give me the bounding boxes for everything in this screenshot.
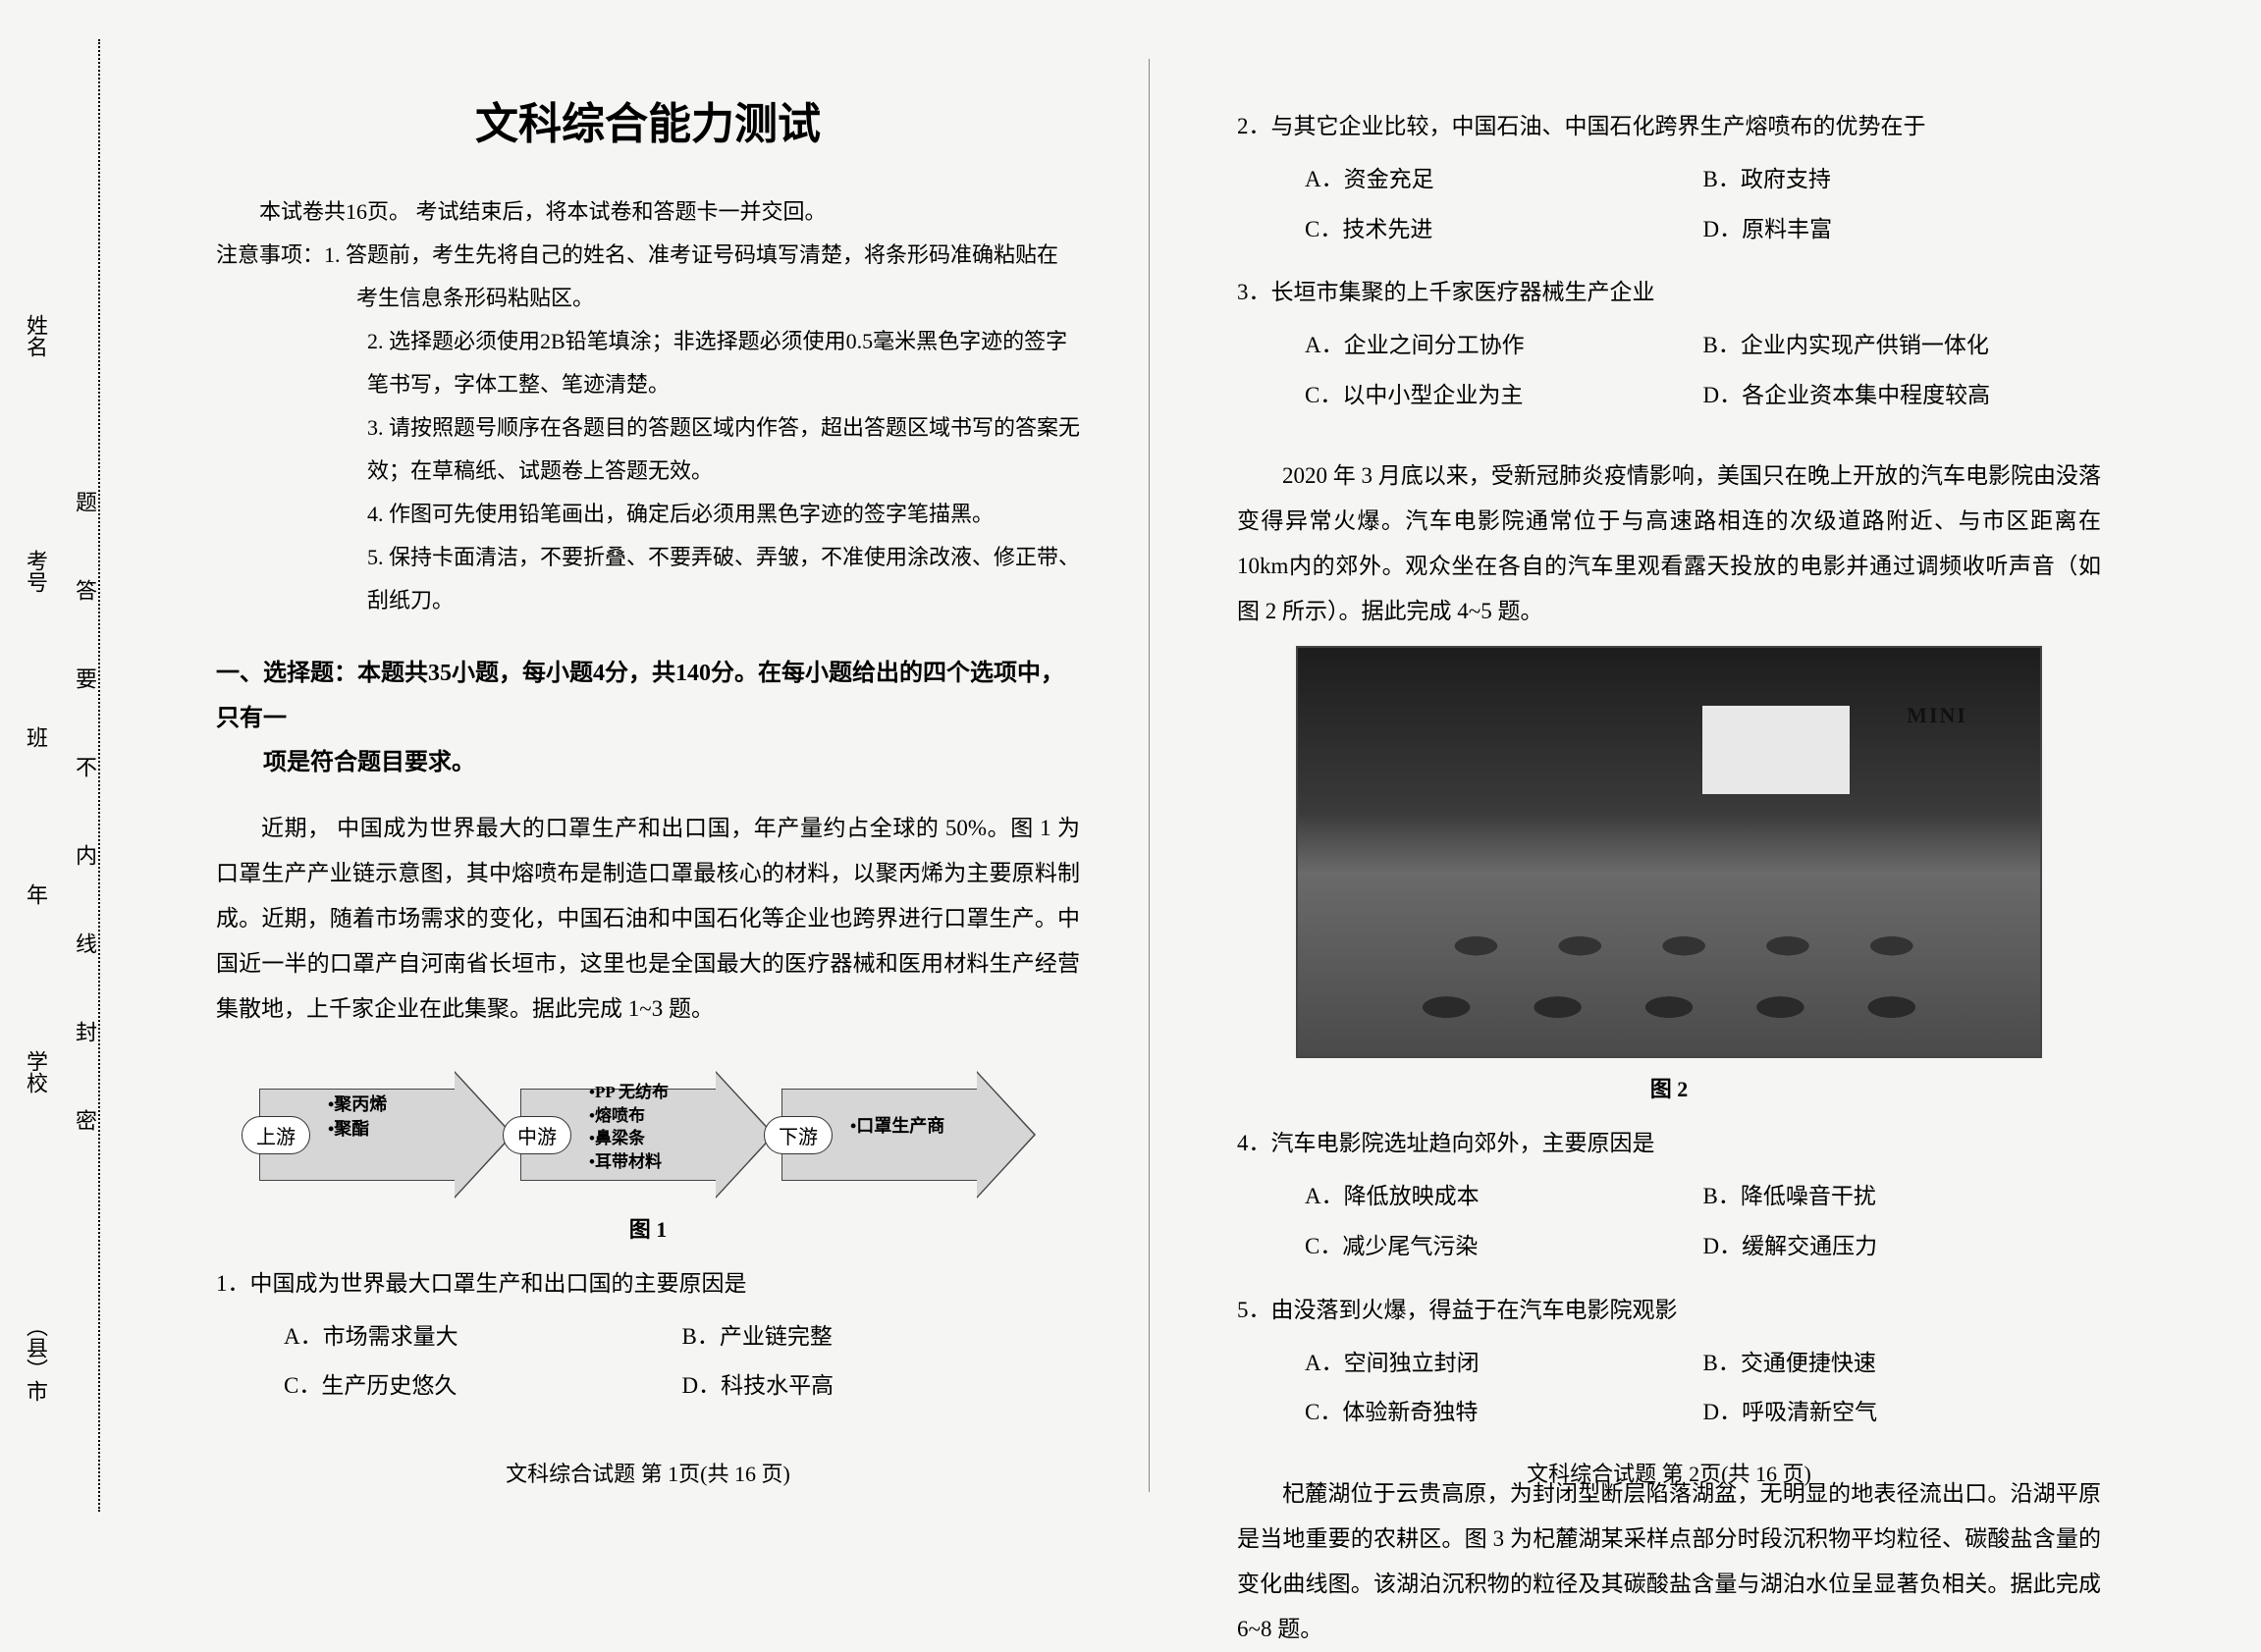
question-2-stem: 2．与其它企业比较，中国石油、中国石化跨界生产熔喷布的优势在于 <box>1237 104 2101 149</box>
figure-1-flowchart: 上游 •聚丙烯 •聚酯 中游 •PP 无纺布 •熔喷布 •鼻梁条 •耳带材料 下… <box>216 1071 1080 1199</box>
figure-2-brand: MINI <box>1907 703 1967 728</box>
flow-downstream-label: 下游 <box>764 1116 833 1154</box>
notice-1-text: 1. 答题前，考生先将自己的姓名、准考证号码填写清楚，将条形码准确粘贴在考生信息… <box>324 242 1058 310</box>
flow-upstream: 上游 •聚丙烯 •聚酯 <box>259 1071 514 1199</box>
passage-2: 2020 年 3 月底以来，受新冠肺炎疫情影响，美国只在晚上开放的汽车电影院由没… <box>1237 453 2101 634</box>
figure-2-photo: MINI <box>1296 646 2042 1058</box>
question-1-stem: 1．中国成为世界最大口罩生产和出口国的主要原因是 <box>216 1261 1080 1306</box>
question-3-stem: 3．长垣市集聚的上千家医疗器械生产企业 <box>1237 270 2101 315</box>
q4-opt-d: D．缓解交通压力 <box>1703 1222 2102 1272</box>
meta-line1: 本试卷共16页。 考试结束后，将本试卷和答题卡一并交回。 <box>216 190 1080 234</box>
question-2-options: A．资金充足 B．政府支持 C．技术先进 D．原料丰富 <box>1237 155 2101 254</box>
q3-opt-d: D．各企业资本集中程度较高 <box>1703 371 2102 421</box>
q1-opt-b: B．产业链完整 <box>682 1312 1081 1362</box>
flow-downstream: 下游 •口罩生产商 <box>781 1071 1037 1199</box>
binding-field-class: 班 <box>20 726 51 748</box>
q3-opt-a: A．企业之间分工协作 <box>1305 321 1703 371</box>
page-1: 文科综合能力测试 本试卷共16页。 考试结束后，将本试卷和答题卡一并交回。 注意… <box>157 39 1139 1512</box>
page-2: 2．与其它企业比较，中国石油、中国石化跨界生产熔喷布的优势在于 A．资金充足 B… <box>1178 39 2160 1512</box>
seal-text-5: 不 <box>69 756 100 795</box>
notice-item-5: 5. 保持卡面清洁，不要折叠、不要弄破、弄皱，不准使用涂改液、修正带、刮纸刀。 <box>216 536 1080 622</box>
figure-1-caption: 图 1 <box>216 1212 1080 1244</box>
notice-item-3: 3. 请按照题号顺序在各题目的答题区域内作答，超出答题区域书写的答案无效；在草稿… <box>216 406 1080 493</box>
passage-1: 近期， 中国成为世界最大的口罩生产和出口国，年产量约占全球的 50%。图 1 为… <box>216 806 1080 1032</box>
q5-opt-d: D．呼吸清新空气 <box>1703 1388 2102 1438</box>
question-4-stem: 4．汽车电影院选址趋向郊外，主要原因是 <box>1237 1121 2101 1166</box>
flow-downstream-items: •口罩生产商 <box>850 1114 944 1139</box>
flow-item: •熔喷布 <box>589 1104 669 1128</box>
flow-midstream-label: 中游 <box>503 1116 571 1154</box>
binding-field-school: 学校 <box>20 1050 51 1093</box>
q1-opt-d: D．科技水平高 <box>682 1361 1081 1412</box>
flow-item: •PP 无纺布 <box>589 1081 669 1104</box>
binding-field-year: 年 <box>20 883 51 905</box>
seal-text-6: 要 <box>69 667 100 707</box>
seal-text-1: 密 <box>69 1109 100 1148</box>
q2-opt-a: A．资金充足 <box>1305 155 1703 205</box>
section-1-heading-a: 一、选择题：本题共35小题，每小题4分，共140分。在每小题给出的四个选项中，只… <box>216 661 1064 731</box>
question-4-options: A．降低放映成本 B．降低噪音干扰 C．减少尾气污染 D．缓解交通压力 <box>1237 1172 2101 1271</box>
seal-text-4: 内 <box>69 844 100 883</box>
question-3-options: A．企业之间分工协作 B．企业内实现产供销一体化 C．以中小型企业为主 D．各企… <box>1237 321 2101 420</box>
flow-midstream: 中游 •PP 无纺布 •熔喷布 •鼻梁条 •耳带材料 <box>520 1071 776 1199</box>
q3-opt-c: C．以中小型企业为主 <box>1305 371 1703 421</box>
figure-2-caption: 图 2 <box>1237 1072 2101 1103</box>
notice-item-4: 4. 作图可先使用铅笔画出，确定后必须用黑色字迹的签字笔描黑。 <box>216 493 1080 536</box>
page-1-footer: 文科综合试题 第 1页(共 16 页) <box>157 1457 1139 1488</box>
notice-label: 注意事项： <box>216 242 324 267</box>
q4-opt-b: B．降低噪音干扰 <box>1703 1172 2102 1222</box>
flow-upstream-label: 上游 <box>242 1116 310 1154</box>
flow-item: •耳带材料 <box>589 1150 669 1174</box>
seal-text-7: 答 <box>69 579 100 618</box>
passage-3: 杞麓湖位于云贵高原，为封闭型断层陷落湖盆，无明显的地表径流出口。沿湖平原是当地重… <box>1237 1471 2101 1652</box>
q4-opt-c: C．减少尾气污染 <box>1305 1222 1703 1272</box>
flow-upstream-items: •聚丙烯 •聚酯 <box>328 1092 387 1142</box>
q5-opt-c: C．体验新奇独特 <box>1305 1388 1703 1438</box>
seal-text-2: 封 <box>69 1021 100 1060</box>
q2-opt-b: B．政府支持 <box>1703 155 2102 205</box>
flow-item: •鼻梁条 <box>589 1127 669 1150</box>
notice-item-1: 注意事项：1. 答题前，考生先将自己的姓名、准考证号码填写清楚，将条形码准确粘贴… <box>216 234 1080 320</box>
section-1-heading-b: 项是符合题目要求。 <box>216 741 1080 786</box>
seal-text-3: 线 <box>69 933 100 972</box>
section-1-heading: 一、选择题：本题共35小题，每小题4分，共140分。在每小题给出的四个选项中，只… <box>216 652 1080 786</box>
exam-sheet: （县）市 学校 年 班 考号 姓名 密 封 线 内 不 要 答 题 文科综合能力… <box>0 0 2261 1565</box>
q5-opt-a: A．空间独立封闭 <box>1305 1339 1703 1389</box>
q5-opt-b: B．交通便捷快速 <box>1703 1339 2102 1389</box>
notice-item-2: 2. 选择题必须使用2B铅笔填涂；非选择题必须使用0.5毫米黑色字迹的签字笔书写… <box>216 320 1080 406</box>
exam-meta: 本试卷共16页。 考试结束后，将本试卷和答题卡一并交回。 注意事项：1. 答题前… <box>216 190 1080 622</box>
exam-title: 文科综合能力测试 <box>216 88 1080 151</box>
binding-margin: （县）市 学校 年 班 考号 姓名 密 封 线 内 不 要 答 题 <box>20 39 137 1512</box>
q2-opt-d: D．原料丰富 <box>1703 205 2102 255</box>
seal-text-8: 题 <box>69 491 100 530</box>
binding-field-name: 姓名 <box>20 314 51 357</box>
question-1-options: A．市场需求量大 B．产业链完整 C．生产历史悠久 D．科技水平高 <box>216 1312 1080 1412</box>
question-5-options: A．空间独立封闭 B．交通便捷快速 C．体验新奇独特 D．呼吸清新空气 <box>1237 1339 2101 1438</box>
flow-midstream-items: •PP 无纺布 •熔喷布 •鼻梁条 •耳带材料 <box>589 1081 669 1174</box>
page-separator <box>1149 59 1150 1492</box>
q1-opt-a: A．市场需求量大 <box>284 1312 682 1362</box>
question-5-stem: 5．由没落到火爆，得益于在汽车电影院观影 <box>1237 1288 2101 1333</box>
flow-item: •聚酯 <box>328 1117 387 1142</box>
binding-field-examno: 考号 <box>20 550 51 593</box>
q3-opt-b: B．企业内实现产供销一体化 <box>1703 321 2102 371</box>
q1-opt-c: C．生产历史悠久 <box>284 1361 682 1412</box>
q2-opt-c: C．技术先进 <box>1305 205 1703 255</box>
page-2-footer: 文科综合试题 第 2页(共 16 页) <box>1178 1457 2160 1488</box>
flow-item: •口罩生产商 <box>850 1114 944 1139</box>
q4-opt-a: A．降低放映成本 <box>1305 1172 1703 1222</box>
binding-field-county: （县）市 <box>20 1315 51 1402</box>
flow-item: •聚丙烯 <box>328 1092 387 1117</box>
